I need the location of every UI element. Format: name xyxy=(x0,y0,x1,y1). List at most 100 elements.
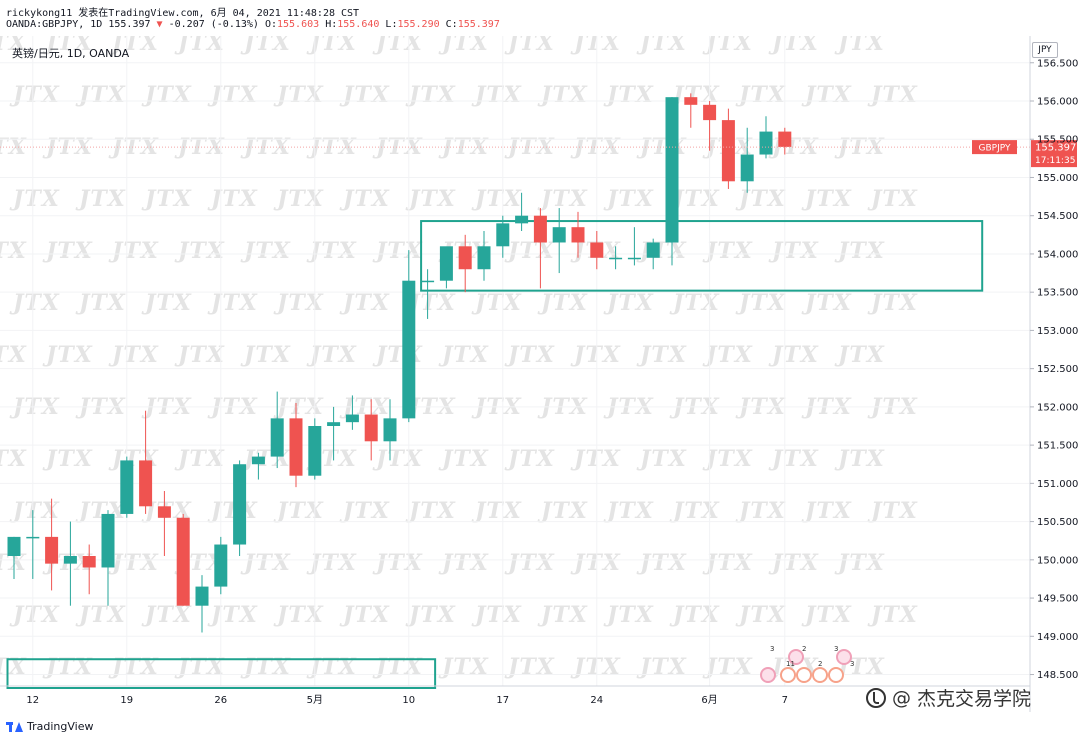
high-label: H: xyxy=(325,19,338,30)
candle-body[interactable] xyxy=(515,215,529,224)
candle-body[interactable] xyxy=(533,215,547,243)
candle-body[interactable] xyxy=(421,280,435,283)
candle-body[interactable] xyxy=(552,227,566,243)
y-tick-label: 156.000 xyxy=(1037,97,1078,108)
candle-body[interactable] xyxy=(646,242,660,258)
candles[interactable] xyxy=(7,93,792,633)
currency-button[interactable]: JPY xyxy=(1032,42,1058,58)
candle-body[interactable] xyxy=(721,120,735,182)
candle-body[interactable] xyxy=(665,97,679,243)
candle-body[interactable] xyxy=(627,257,641,260)
candle-body[interactable] xyxy=(289,418,303,476)
candle-body[interactable] xyxy=(684,97,698,105)
candle-body[interactable] xyxy=(157,506,171,518)
candle-body[interactable] xyxy=(26,536,40,539)
candle-body[interactable] xyxy=(308,426,322,476)
brand-name: 杰克交易学院 xyxy=(917,688,1032,710)
candle-body[interactable] xyxy=(233,464,247,545)
candle-body[interactable] xyxy=(458,246,472,270)
candle-body[interactable] xyxy=(740,154,754,182)
footer-brand: @ 杰克交易学院 xyxy=(866,684,1031,711)
ohlc-legend: OANDA:GBPJPY, 1D 155.397 ▼ -0.207 (-0.13… xyxy=(6,19,500,30)
x-tick-label: 17 xyxy=(496,695,509,706)
economic-event-icon[interactable] xyxy=(760,667,776,683)
y-tick-label: 155.000 xyxy=(1037,173,1078,184)
price-tag-label: 155.397 xyxy=(1035,143,1076,154)
economic-event-icon[interactable] xyxy=(796,667,812,683)
x-tick-label: 26 xyxy=(214,695,227,706)
candle-body[interactable] xyxy=(477,246,491,270)
candle-body[interactable] xyxy=(383,418,397,442)
symbol-tag-bg xyxy=(972,140,1017,155)
candle-body[interactable] xyxy=(703,104,717,121)
candle-body[interactable] xyxy=(496,223,510,247)
candle-body[interactable] xyxy=(439,246,453,281)
last-price-label: 155.397 xyxy=(108,19,151,30)
grid-lines xyxy=(0,36,1030,686)
tradingview-logo[interactable]: TradingView xyxy=(6,720,93,733)
candle-body[interactable] xyxy=(571,227,585,243)
candle-body[interactable] xyxy=(327,422,341,426)
x-tick-label: 5月 xyxy=(307,694,323,706)
last-price-line: GBPJPY 155.397 17:11:35 xyxy=(0,140,1077,168)
economic-event-icon[interactable] xyxy=(836,649,852,665)
publish-info: rickykong11 发表在TradingView.com, 6月 04, 2… xyxy=(6,8,360,19)
economic-event-icon[interactable] xyxy=(812,667,828,683)
candle-body[interactable] xyxy=(120,460,134,514)
event-count-label: 11 xyxy=(786,660,795,668)
candle-body[interactable] xyxy=(364,414,378,442)
open-label: O: xyxy=(264,19,277,30)
change-label: -0.207 (-0.13%) xyxy=(168,19,259,30)
high-value: 155.640 xyxy=(337,19,380,30)
candle-body[interactable] xyxy=(214,544,228,587)
economic-event-icon[interactable] xyxy=(788,649,804,665)
candle-body[interactable] xyxy=(778,131,792,147)
open-value: 155.603 xyxy=(277,19,320,30)
economic-event-icon[interactable] xyxy=(780,667,796,683)
y-tick-label: 153.000 xyxy=(1037,326,1078,337)
symbol-tag-label: GBPJPY xyxy=(979,144,1011,154)
support-resistance-zones[interactable] xyxy=(6,220,984,689)
candle-body[interactable] xyxy=(195,586,209,606)
event-count-label: 3 xyxy=(834,645,839,653)
event-badges[interactable]: 3 11 2 2 3 3 xyxy=(760,645,860,690)
y-tick-label: 152.500 xyxy=(1037,364,1078,375)
weibo-icon xyxy=(866,687,886,708)
candle-body[interactable] xyxy=(251,456,265,465)
event-count-label: 3 xyxy=(850,660,855,668)
candle-body[interactable] xyxy=(759,131,773,155)
candle-body[interactable] xyxy=(45,536,59,564)
chart-header: rickykong11 发表在TradingView.com, 6月 04, 2… xyxy=(0,0,1080,36)
candle-body[interactable] xyxy=(82,556,96,568)
candlestick-chart[interactable]: GBPJPY 155.397 17:11:35 148.500 149.000 149.… xyxy=(0,36,1080,712)
x-tick-label: 19 xyxy=(120,695,133,706)
low-label: L: xyxy=(385,19,398,30)
countdown-label: 17:11:35 xyxy=(1035,156,1075,166)
economic-event-icon[interactable] xyxy=(828,667,844,683)
candle-body[interactable] xyxy=(345,414,359,423)
candle-body[interactable] xyxy=(7,536,21,556)
y-tick-label: 156.500 xyxy=(1037,58,1078,69)
candle-body[interactable] xyxy=(609,257,623,260)
chart-title: 英镑/日元, 1D, OANDA xyxy=(12,47,130,60)
axes: 148.500 149.000 149.500 150.000 150.500 151.0… xyxy=(0,36,1078,712)
close-value: 155.397 xyxy=(457,19,500,30)
y-tick-label: 151.000 xyxy=(1037,479,1078,490)
y-tick-label: 150.500 xyxy=(1037,517,1078,528)
y-tick-label: 150.000 xyxy=(1037,555,1078,566)
candle-body[interactable] xyxy=(402,280,416,419)
zone-box[interactable] xyxy=(420,220,984,292)
zone-box[interactable] xyxy=(6,658,437,689)
candle-body[interactable] xyxy=(63,556,77,564)
candle-body[interactable] xyxy=(270,418,284,457)
candle-body[interactable] xyxy=(590,242,604,258)
candle-body[interactable] xyxy=(101,513,115,568)
plot-area xyxy=(0,36,1030,686)
candle-body[interactable] xyxy=(176,517,190,606)
candle-body[interactable] xyxy=(139,460,153,507)
close-label: C: xyxy=(445,19,458,30)
y-tick-label: 154.000 xyxy=(1037,249,1078,260)
y-tick-label: 149.000 xyxy=(1037,632,1078,643)
y-tick-label: 152.000 xyxy=(1037,402,1078,413)
price-tag-bg xyxy=(1031,140,1077,168)
